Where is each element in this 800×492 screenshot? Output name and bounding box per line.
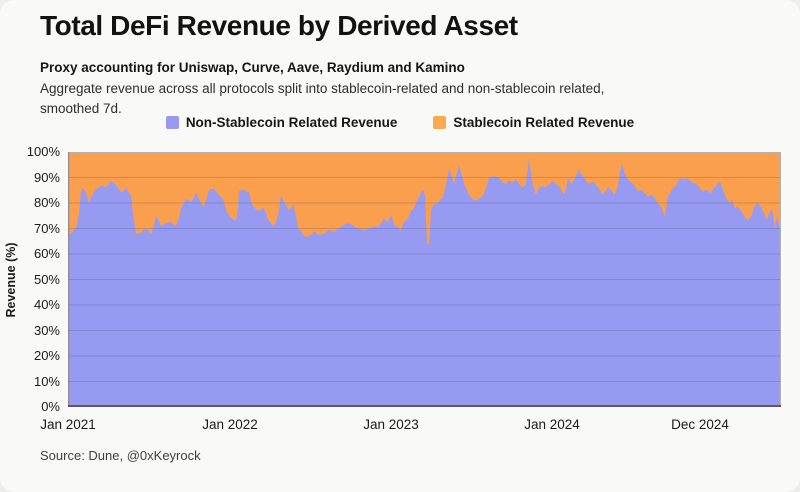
y-tick-label: 20% [33, 348, 60, 363]
legend-item-stablecoin: Stablecoin Related Revenue [433, 115, 634, 130]
y-tick-label: 90% [33, 169, 60, 185]
x-tick-label: Dec 2024 [671, 417, 729, 432]
stacked-area-plot [68, 152, 781, 407]
y-tick-label: 40% [33, 297, 60, 312]
subtitle-line-1: Aggregate revenue across all protocols s… [40, 81, 605, 96]
stablecoin-swatch-icon [433, 116, 447, 129]
non-stablecoin-area [68, 158, 781, 407]
y-tick-label: 70% [33, 220, 60, 236]
y-tick-label: 60% [33, 246, 60, 261]
y-axis-title: Revenue (%) [4, 242, 18, 318]
subtitle-line-2: smoothed 7d. [40, 101, 122, 116]
y-tick-label: 50% [33, 271, 60, 287]
non-stablecoin-swatch-icon [165, 116, 179, 129]
y-tick-label: 80% [33, 195, 60, 210]
page-title: Total DeFi Revenue by Derived Asset [40, 10, 518, 41]
x-tick-label: Jan 2024 [524, 417, 580, 432]
y-tick-label: 30% [33, 322, 60, 338]
x-tick-label: Jan 2023 [363, 417, 419, 432]
legend-item-non-stablecoin: Non-Stablecoin Related Revenue [165, 115, 398, 130]
subtitle-bold: Proxy accounting for Uniswap, Curve, Aav… [40, 60, 465, 75]
y-tick-label: 0% [41, 399, 60, 414]
source-credit: Source: Dune, @0xKeyrock [40, 448, 201, 463]
y-tick-label: 100% [26, 144, 60, 159]
legend-label-non-stablecoin: Non-Stablecoin Related Revenue [185, 115, 398, 130]
legend-label-stablecoin: Stablecoin Related Revenue [453, 115, 635, 130]
x-tick-label: Jan 2021 [40, 417, 96, 432]
legend: Non-Stablecoin Related Revenue Stablecoi… [0, 115, 800, 130]
y-tick-label: 10% [33, 373, 60, 389]
x-tick-label: Jan 2022 [202, 417, 258, 432]
